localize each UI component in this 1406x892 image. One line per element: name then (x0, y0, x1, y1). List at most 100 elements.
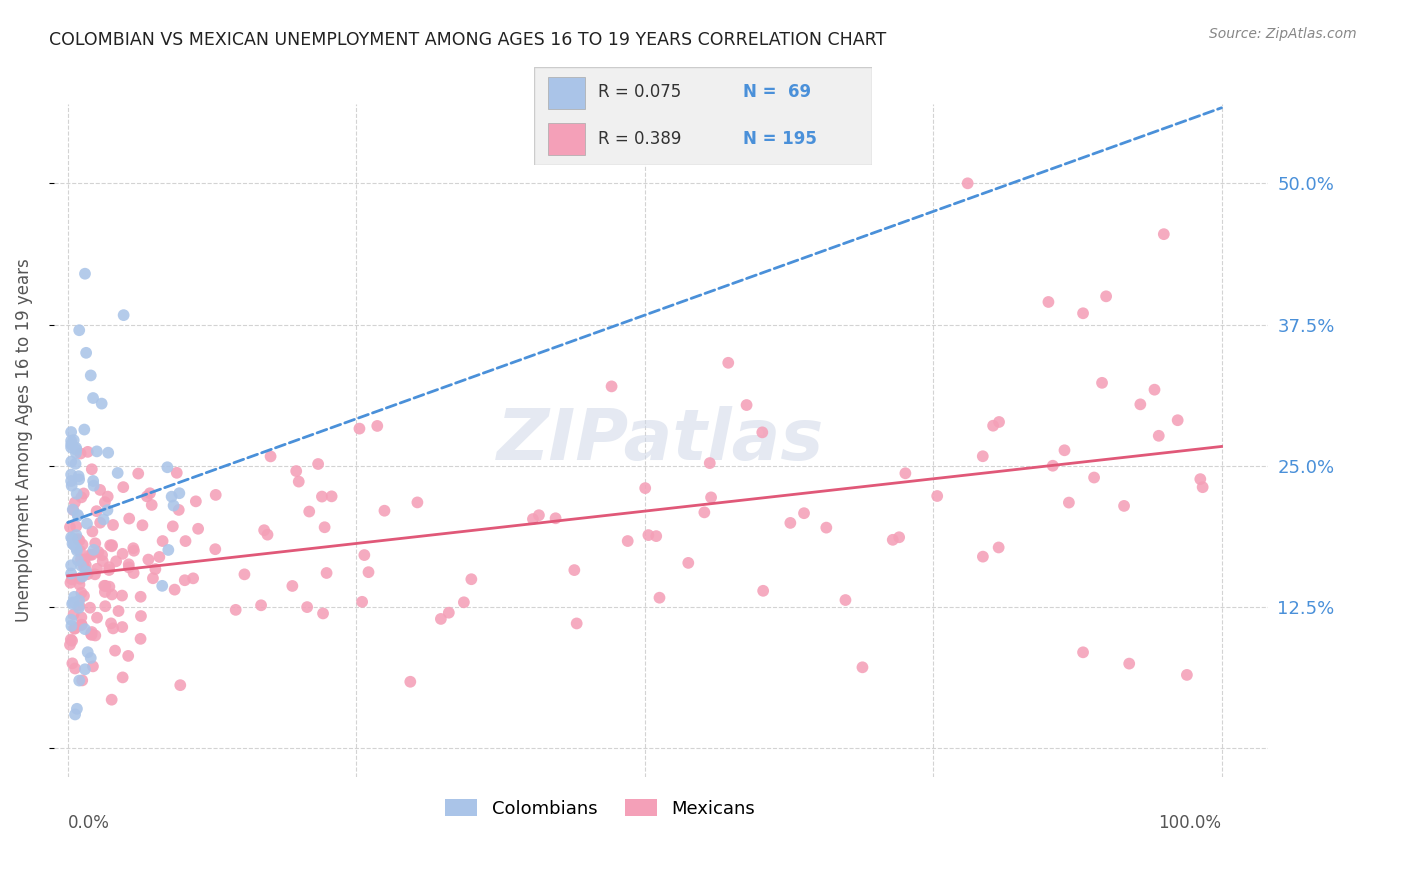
Point (987, 541, 1010, 555)
Point (60, 454, 83, 468)
Point (779, 516, 801, 530)
Point (66, 532, 89, 546)
Point (167, 503, 190, 517)
Point (98, 538, 121, 552)
Point (80, 625, 103, 640)
Point (1191, 480, 1213, 494)
Point (101, 587, 124, 601)
Point (717, 356, 740, 370)
Point (98, 563, 121, 577)
Point (430, 612, 453, 626)
Point (565, 616, 588, 631)
Point (96, 503, 118, 517)
Point (82, 659, 104, 673)
Point (80, 368, 103, 383)
Text: N = 195: N = 195 (744, 129, 817, 147)
Point (1042, 458, 1064, 473)
Point (373, 504, 395, 518)
Point (70, 610, 93, 624)
Point (70, 491, 93, 505)
Point (82, 474, 104, 488)
Point (988, 415, 1011, 429)
Point (204, 542, 226, 557)
Point (312, 607, 335, 621)
Point (927, 489, 949, 503)
Point (453, 595, 475, 609)
Point (150, 579, 173, 593)
Point (90, 396, 112, 410)
Point (72, 538, 94, 552)
Point (1053, 443, 1076, 458)
Point (63, 495, 86, 509)
Y-axis label: Unemployment Among Ages 16 to 19 years: Unemployment Among Ages 16 to 19 years (15, 259, 32, 623)
FancyBboxPatch shape (548, 77, 585, 109)
Point (562, 563, 585, 577)
Point (174, 534, 197, 549)
Point (112, 308, 135, 322)
Point (162, 519, 184, 533)
Point (93, 579, 115, 593)
Point (637, 528, 659, 542)
Point (972, 549, 994, 564)
Point (66, 702, 89, 716)
Point (100, 616, 122, 631)
Point (616, 534, 638, 549)
Point (1038, 295, 1060, 310)
Point (98, 580, 121, 594)
Text: R = 0.075: R = 0.075 (599, 84, 682, 102)
Point (169, 486, 191, 500)
Point (233, 567, 256, 582)
Point (70, 618, 93, 632)
Point (60, 434, 83, 448)
Point (204, 488, 226, 502)
Point (894, 467, 917, 481)
Point (129, 609, 152, 624)
Point (1153, 227, 1175, 242)
Point (63, 622, 86, 636)
Point (87, 545, 110, 559)
Text: ZIPatlas: ZIPatlas (498, 406, 824, 475)
Point (73, 559, 96, 574)
Point (307, 457, 329, 471)
Point (162, 499, 184, 513)
Point (69, 446, 91, 460)
Point (94, 495, 117, 509)
Point (156, 460, 179, 475)
Point (111, 620, 134, 634)
Point (1167, 413, 1189, 427)
Point (163, 582, 186, 597)
Point (63, 590, 86, 604)
Point (67, 533, 90, 548)
Point (97, 490, 120, 504)
Point (250, 599, 273, 613)
Point (60, 441, 83, 455)
Point (105, 554, 128, 568)
Point (65, 442, 87, 457)
Point (889, 530, 911, 544)
Point (298, 504, 321, 518)
Point (65, 528, 87, 542)
Point (70, 552, 93, 566)
Point (82, 391, 104, 405)
Point (75, 346, 97, 360)
Point (1189, 472, 1212, 486)
Point (94, 579, 117, 593)
FancyBboxPatch shape (534, 67, 872, 165)
Point (139, 486, 162, 500)
Point (143, 562, 166, 576)
Point (67, 323, 90, 337)
Point (62, 537, 84, 551)
Point (67, 472, 90, 486)
Point (157, 543, 180, 558)
Point (1083, 470, 1105, 484)
Point (100, 692, 122, 706)
Point (65, 519, 87, 533)
Point (101, 538, 124, 552)
Point (60, 633, 83, 648)
Point (72, 569, 94, 583)
Point (60, 467, 83, 482)
Point (956, 177, 979, 191)
Point (256, 527, 278, 541)
Point (70, 558, 93, 573)
Point (60, 425, 83, 439)
